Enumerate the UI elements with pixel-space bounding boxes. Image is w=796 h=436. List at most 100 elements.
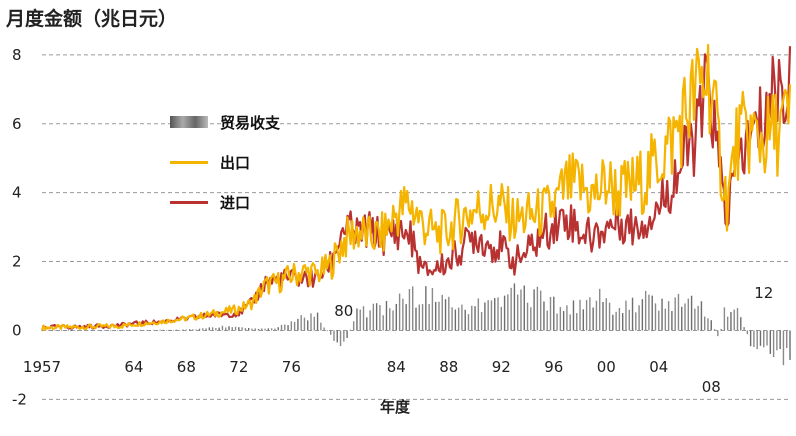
bar bbox=[313, 316, 315, 331]
bar bbox=[444, 299, 447, 331]
bar bbox=[474, 306, 476, 331]
bar bbox=[339, 330, 342, 347]
bar bbox=[261, 328, 263, 331]
bar bbox=[730, 311, 732, 331]
bar bbox=[60, 330, 63, 332]
legend-label: 贸易收支 bbox=[220, 113, 281, 132]
bar bbox=[208, 327, 211, 331]
x-tick-labels: 1957 64 68 72 76 84 88 92 96 00 04 bbox=[23, 358, 668, 376]
bar bbox=[385, 300, 388, 331]
bar bbox=[494, 298, 496, 331]
bar bbox=[175, 329, 178, 331]
bar bbox=[113, 330, 115, 332]
bar bbox=[310, 313, 312, 331]
bar bbox=[769, 330, 772, 354]
bar bbox=[510, 287, 512, 331]
bar bbox=[303, 317, 306, 331]
bar bbox=[218, 327, 220, 331]
x-tick-label: 1957 bbox=[23, 358, 61, 376]
bar bbox=[487, 300, 489, 331]
bar bbox=[238, 327, 240, 331]
bar bbox=[307, 320, 309, 331]
bar bbox=[595, 300, 598, 331]
bar bbox=[264, 328, 266, 331]
bar bbox=[589, 297, 591, 331]
x-tick-label: 88 bbox=[439, 358, 458, 376]
bar bbox=[658, 310, 660, 331]
bar bbox=[280, 324, 283, 331]
bar bbox=[162, 329, 165, 331]
bar bbox=[753, 330, 755, 348]
bar bbox=[133, 330, 135, 331]
bar bbox=[352, 321, 355, 331]
bar bbox=[707, 318, 709, 331]
bar bbox=[523, 285, 525, 331]
bar bbox=[362, 306, 365, 331]
bar bbox=[464, 309, 466, 331]
x-axis-label: 年度 bbox=[380, 398, 411, 416]
annotation-label: 80 bbox=[334, 302, 353, 320]
bar bbox=[546, 310, 548, 331]
bar bbox=[349, 329, 352, 331]
bar bbox=[159, 329, 161, 331]
bar bbox=[293, 321, 296, 331]
bar bbox=[507, 294, 509, 331]
bar bbox=[451, 307, 453, 331]
bar bbox=[618, 307, 621, 331]
bar bbox=[366, 317, 368, 331]
bar bbox=[241, 327, 243, 331]
bar bbox=[287, 325, 289, 331]
bar bbox=[625, 300, 627, 331]
bar bbox=[195, 329, 197, 331]
bar bbox=[251, 328, 253, 331]
bar bbox=[648, 294, 650, 331]
bar bbox=[139, 329, 142, 331]
x-tick-label: 00 bbox=[597, 358, 616, 376]
bar bbox=[582, 309, 585, 331]
bar bbox=[188, 329, 191, 331]
bar bbox=[149, 329, 151, 331]
bar bbox=[513, 283, 516, 331]
bar bbox=[733, 309, 735, 331]
bar bbox=[47, 330, 50, 332]
bar bbox=[756, 330, 758, 350]
bar bbox=[254, 328, 256, 331]
x-tick-label: 92 bbox=[492, 358, 511, 376]
bar bbox=[726, 316, 729, 331]
bar bbox=[667, 301, 670, 331]
legend-line-swatch bbox=[170, 160, 208, 164]
bar bbox=[211, 327, 214, 331]
bar bbox=[395, 303, 398, 331]
bar bbox=[300, 315, 302, 331]
bar bbox=[772, 330, 775, 358]
bar bbox=[415, 307, 417, 331]
bar bbox=[41, 330, 43, 332]
bar bbox=[123, 330, 125, 331]
x-tick-label: 68 bbox=[177, 358, 196, 376]
bar bbox=[533, 289, 535, 331]
bar bbox=[392, 310, 394, 331]
bar bbox=[471, 305, 473, 331]
bar bbox=[375, 303, 378, 331]
bar bbox=[543, 301, 545, 331]
bar bbox=[579, 299, 581, 331]
bar bbox=[763, 330, 765, 348]
bar bbox=[520, 289, 522, 331]
y-tick-label: 8 bbox=[12, 46, 22, 64]
bar bbox=[402, 298, 404, 331]
bar bbox=[90, 330, 92, 332]
bar bbox=[438, 301, 440, 331]
bar bbox=[192, 329, 194, 331]
bar bbox=[257, 329, 260, 331]
bar bbox=[330, 330, 332, 335]
annotation-label: 08 bbox=[702, 378, 721, 396]
bar bbox=[323, 327, 325, 331]
bar bbox=[681, 306, 683, 331]
series-line bbox=[41, 46, 792, 330]
bar bbox=[500, 306, 502, 331]
bar bbox=[749, 330, 752, 347]
bar bbox=[80, 330, 83, 332]
grid-lines bbox=[42, 54, 790, 400]
bar bbox=[612, 314, 614, 331]
